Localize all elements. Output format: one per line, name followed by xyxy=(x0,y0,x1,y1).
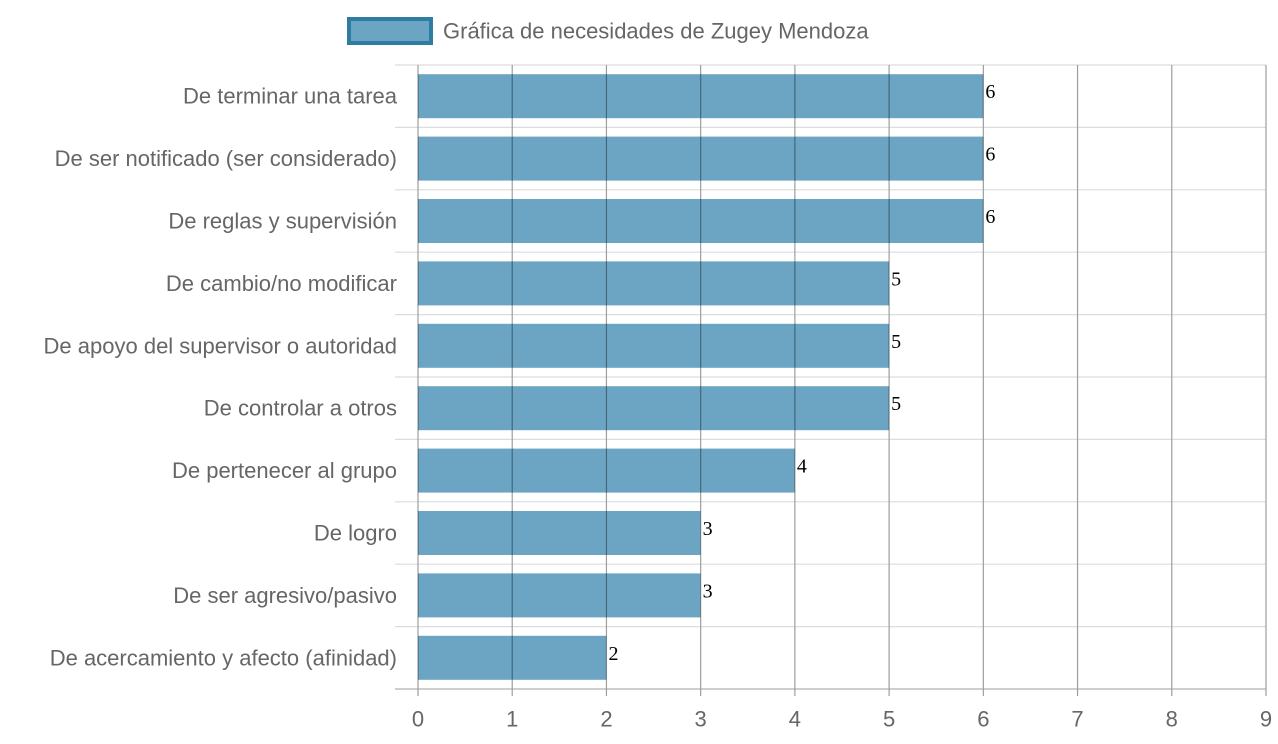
x-tick-label: 3 xyxy=(695,707,707,732)
category-label: De ser agresivo/pasivo xyxy=(173,583,397,608)
x-tick-label: 4 xyxy=(789,707,801,732)
x-tick-label: 1 xyxy=(506,707,518,732)
legend-label: Gráfica de necesidades de Zugey Mendoza xyxy=(443,19,869,44)
x-tick-label: 9 xyxy=(1260,707,1272,732)
x-tick-label: 6 xyxy=(977,707,989,732)
category-label: De pertenecer al grupo xyxy=(172,458,397,483)
data-label: 5 xyxy=(891,268,901,290)
category-label: De logro xyxy=(314,521,397,546)
legend-item[interactable]: Gráfica de necesidades de Zugey Mendoza xyxy=(347,17,869,45)
data-label: 6 xyxy=(985,81,995,103)
data-label: 5 xyxy=(891,393,901,415)
category-label: De reglas y supervisión xyxy=(168,209,397,234)
bar xyxy=(418,386,890,431)
data-label: 6 xyxy=(985,144,995,166)
category-label: De acercamiento y afecto (afinidad) xyxy=(50,645,397,670)
bar xyxy=(418,448,795,493)
data-label: 5 xyxy=(891,331,901,353)
legend-swatch xyxy=(347,17,433,45)
category-label: De cambio/no modificar xyxy=(166,271,397,296)
x-tick-label: 2 xyxy=(600,707,612,732)
x-tick-label: 8 xyxy=(1166,707,1178,732)
category-label: De controlar a otros xyxy=(204,396,397,421)
data-label: 6 xyxy=(985,206,995,228)
x-tick-label: 0 xyxy=(412,707,424,732)
x-tick-label: 5 xyxy=(883,707,895,732)
bar xyxy=(418,261,890,306)
bar xyxy=(418,511,701,555)
bars xyxy=(418,74,984,680)
bar xyxy=(418,199,984,243)
data-label: 3 xyxy=(703,518,713,540)
category-label: De ser notificado (ser considerado) xyxy=(55,146,397,171)
bar xyxy=(418,635,607,680)
labels: 0 1 2 3 4 5 6 7 8 9 De terminar una tarea 6 De ser n… xyxy=(44,81,1273,731)
category-label: De apoyo del supervisor o autoridad xyxy=(44,333,397,358)
bar xyxy=(418,136,984,181)
data-label: 3 xyxy=(703,580,713,602)
bar xyxy=(418,74,984,119)
bar xyxy=(418,323,890,368)
data-label: 4 xyxy=(797,456,807,478)
bar xyxy=(418,573,701,618)
x-tick-label: 7 xyxy=(1071,707,1083,732)
data-label: 2 xyxy=(608,643,618,665)
category-label: De terminar una tarea xyxy=(183,84,398,109)
